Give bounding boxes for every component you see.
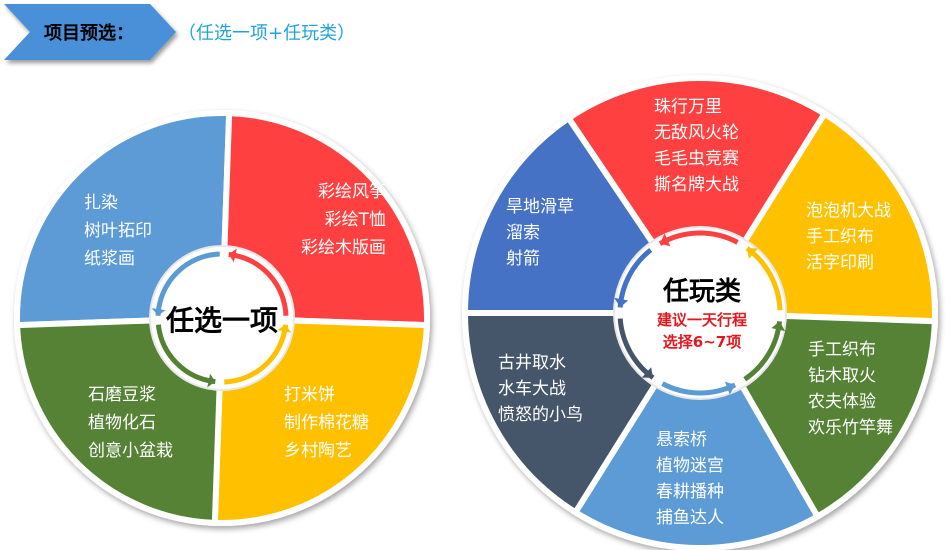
right-ring-arrow-6 [614, 297, 629, 308]
left-segment-1-line-1: 扎染 [84, 193, 118, 213]
left-segment-3-line-1: 打米饼 [284, 385, 335, 405]
right-segment-1-line-1: 珠行万里 [654, 97, 722, 117]
left-segment-4-line-2: 植物化石 [88, 413, 156, 433]
right-segment-4-line-4: 捕鱼达人 [656, 508, 724, 528]
left-ring-arc-4 [155, 324, 216, 385]
left-ring-arc-1 [155, 251, 220, 316]
right-segment-4-line-2: 植物迷宫 [656, 456, 724, 476]
left-ring-arc-3 [224, 324, 289, 385]
left-segment-2-line-1: 彩绘风筝 [318, 182, 386, 202]
left-segment-4-line-3: 创意小盆栽 [88, 441, 173, 461]
left-segment-3-line-3: 乡村陶艺 [284, 441, 352, 461]
right-center-title: 任玩类 [662, 277, 741, 307]
left-center-ring [151, 248, 292, 388]
left-ring-arrow-2 [228, 248, 237, 263]
right-ring-arrow-1 [660, 233, 671, 247]
left-ring-arrow-3 [277, 324, 292, 333]
banner-subtitle: （任选一项+任玩类） [178, 23, 355, 44]
right-segment-label-3: 手工织布钻木取火农夫体验欢乐竹竿舞 [808, 340, 893, 438]
right-ring-arrow-3 [771, 321, 786, 332]
right-wheel-labels: 珠行万里无敌风火轮毛毛虫竞赛撕名牌大战泡泡机大战手工织布活字印刷手工织布钻木取火… [498, 97, 893, 528]
right-segment-6-line-3: 射箭 [506, 249, 540, 269]
right-ring-arrow-5 [641, 367, 653, 378]
left-center-disc [149, 245, 295, 391]
left-segment-4-line-1: 石磨豆浆 [88, 385, 156, 405]
left-ring-arrow-4 [207, 373, 216, 388]
right-segment-5-line-3: 愤怒的小鸟 [498, 405, 583, 425]
right-segment-2-line-3: 活字印刷 [806, 253, 874, 273]
left-segment-label-4: 石磨豆浆植物化石创意小盆栽 [88, 385, 173, 461]
left-segment-label-3: 打米饼制作棉花糖乡村陶艺 [284, 385, 369, 461]
right-center-ring [614, 230, 786, 396]
right-segment-label-5: 古井取水水车大战愤怒的小鸟 [498, 353, 583, 425]
left-segment-1-line-2: 树叶拓印 [84, 221, 152, 241]
right-ring-arrow-2 [747, 248, 759, 259]
banner-arrow [4, 4, 176, 60]
right-segment-2-line-2: 手工织布 [806, 227, 874, 247]
left-segment-label-1: 扎染树叶拓印纸浆画 [84, 193, 152, 269]
right-center-disc [613, 226, 787, 400]
right-ring-arrow-4 [724, 381, 736, 395]
right-wheel-center: 任玩类 建议一天行程 选择6~7项 [613, 226, 787, 400]
right-segment-6-line-2: 溜索 [506, 223, 540, 243]
left-segment-3-line-2: 制作棉花糖 [284, 413, 369, 433]
right-segment-3-line-2: 钻木取火 [808, 366, 876, 386]
right-segment-3-line-4: 欢乐竹竿舞 [808, 418, 893, 438]
right-segment-label-1: 珠行万里无敌风火轮毛毛虫竞赛撕名牌大战 [654, 97, 739, 195]
right-segment-1-line-3: 毛毛虫竞赛 [654, 148, 739, 169]
left-segment-label-2: 彩绘风筝彩绘T恤彩绘木版画 [301, 182, 386, 258]
right-segment-6-line-1: 旱地滑草 [506, 197, 574, 217]
right-segment-1-line-4: 撕名牌大战 [654, 175, 739, 195]
left-center-title: 任选一项 [165, 304, 278, 337]
right-segment-4-line-1: 悬索桥 [656, 430, 707, 450]
right-segment-label-4: 悬索桥植物迷宫春耕播种捕鱼达人 [656, 430, 724, 528]
right-segment-4-line-3: 春耕播种 [656, 482, 724, 502]
right-segment-5-line-1: 古井取水 [498, 353, 566, 373]
right-segment-1 [564, 75, 829, 319]
left-segment-2-line-3: 彩绘木版画 [301, 238, 386, 258]
right-center-note-1: 建议一天行程 [657, 311, 747, 329]
left-segment-1-line-3: 纸浆画 [84, 249, 135, 269]
banner-title: 项目预选： [44, 23, 134, 44]
right-segment-3-line-1: 手工织布 [808, 340, 876, 360]
right-ring-arc-1 [658, 230, 739, 246]
left-ring-arc-2 [228, 251, 289, 316]
left-wheel-center: 任选一项 [149, 245, 295, 391]
left-segment-2-line-2: 彩绘T恤 [325, 210, 386, 230]
banner: 项目预选： （任选一项+任玩类） [4, 4, 355, 60]
right-segment-5-line-2: 水车大战 [498, 379, 566, 399]
right-segment-4 [571, 307, 822, 550]
right-segment-1-line-2: 无敌风火轮 [654, 123, 739, 143]
right-segment-label-2: 泡泡机大战手工织布活字印刷 [806, 201, 891, 273]
left-wheel [14, 110, 430, 526]
right-center-note-2: 选择6~7项 [663, 333, 741, 351]
right-segment-label-6: 旱地滑草溜索射箭 [506, 197, 574, 269]
left-ring-arrow-1 [151, 308, 166, 316]
right-segment-2-line-1: 泡泡机大战 [806, 201, 891, 221]
right-segment-3-line-3: 农夫体验 [808, 392, 876, 412]
